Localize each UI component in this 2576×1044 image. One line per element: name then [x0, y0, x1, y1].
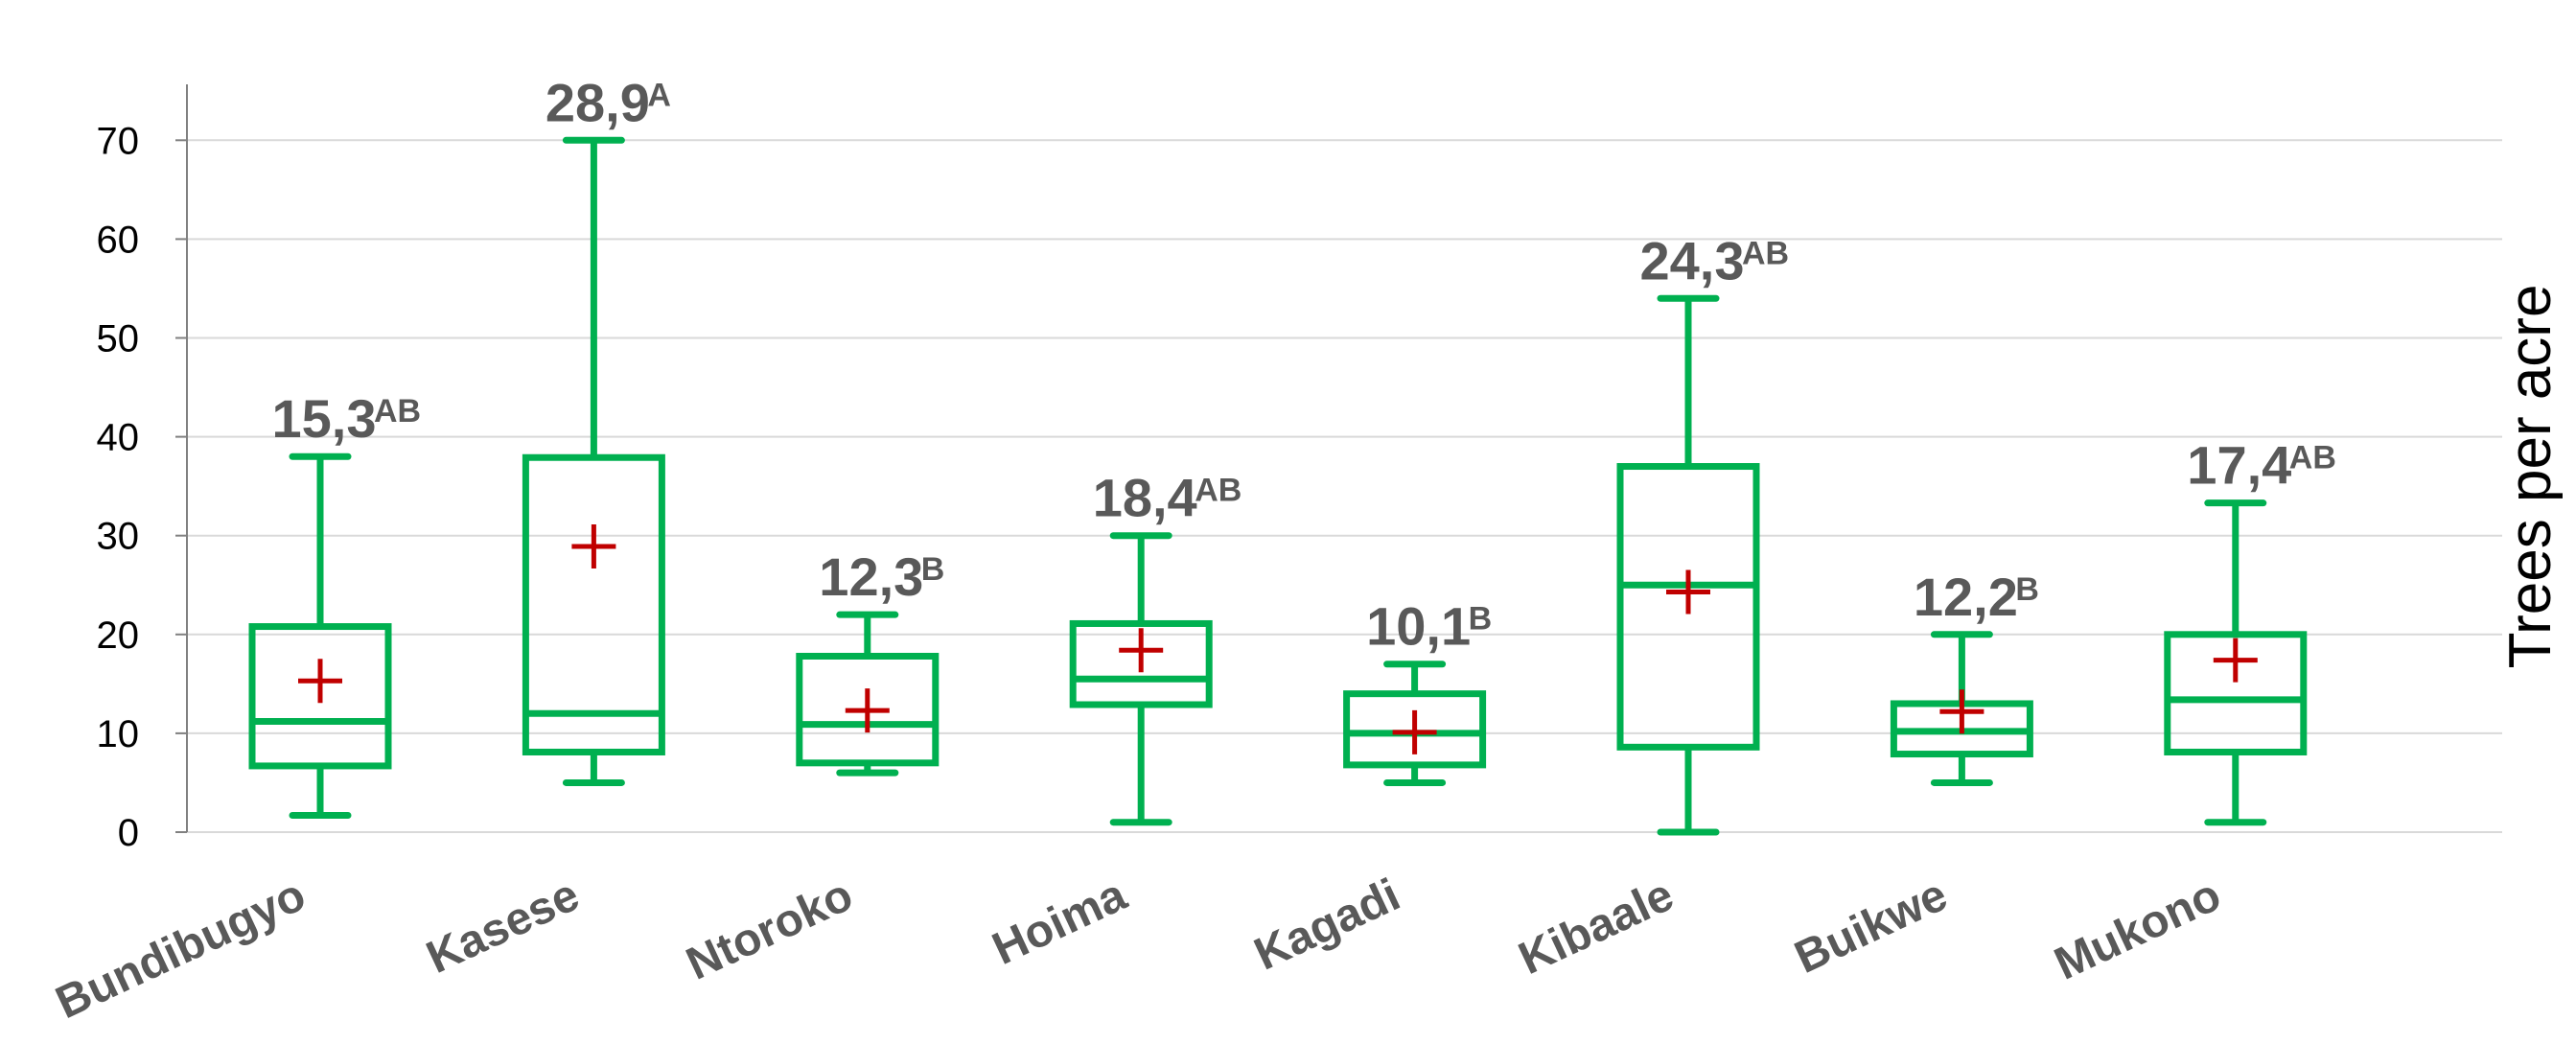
- y-axis-title: Trees per acre: [2497, 285, 2564, 669]
- box-ntoroko: [796, 611, 940, 777]
- y-tick-label: 70: [97, 120, 140, 162]
- mean-value-label: 28,9: [545, 72, 650, 132]
- mean-value-label: 12,2: [1914, 567, 2018, 627]
- box-mukono: [2164, 499, 2308, 826]
- y-tick-label: 60: [97, 219, 140, 261]
- iqr-box: [2164, 631, 2308, 755]
- iqr-box: [1616, 463, 1760, 751]
- y-tick-label: 20: [97, 615, 140, 657]
- box-bundibugyo: [248, 452, 392, 819]
- box-kasese: [522, 136, 665, 786]
- y-tick-label: 40: [97, 417, 140, 459]
- category-label: Ntoroko: [679, 870, 860, 990]
- iqr-box: [522, 453, 665, 755]
- mean-value-label: 24,3: [1640, 230, 1745, 290]
- y-axis: 0 10 20 30 40 50 60 70: [97, 84, 188, 854]
- group-letter-label: B: [921, 551, 945, 588]
- mean-value-label: 18,4: [1093, 468, 1197, 528]
- y-tick-label: 30: [97, 516, 140, 558]
- group-letter-label: AB: [1742, 235, 1789, 271]
- category-label: Kasese: [419, 870, 587, 984]
- group-letter-label: AB: [374, 393, 421, 429]
- group-letter-label: AB: [1195, 473, 1242, 509]
- category-label: Kibaale: [1511, 870, 1681, 985]
- mean-value-label: 12,3: [819, 546, 923, 607]
- box-kibaale: [1616, 294, 1760, 836]
- box-hoima: [1069, 532, 1213, 826]
- box-kagadi: [1343, 661, 1487, 786]
- group-letter-label: B: [1469, 601, 1493, 638]
- y-tick-label: 10: [97, 713, 140, 755]
- group-letter-label: A: [647, 77, 671, 113]
- group-letter-label: AB: [2289, 440, 2336, 476]
- mean-value-label: 15,3: [272, 388, 377, 449]
- category-label: Kagadi: [1247, 870, 1407, 981]
- box-buikwe: [1890, 631, 2033, 786]
- group-letter-label: B: [2015, 571, 2039, 608]
- category-label: Hoima: [985, 870, 1134, 975]
- y-tick-label: 0: [118, 812, 139, 854]
- iqr-box: [796, 652, 940, 767]
- mean-value-label: 17,4: [2187, 435, 2291, 496]
- iqr-box: [1069, 619, 1213, 708]
- iqr-box: [248, 623, 392, 770]
- labels: 15,3ABBundibugyo28,9AKasese12,3BNtoroko1…: [49, 72, 2336, 1029]
- iqr-box: [1343, 690, 1487, 769]
- boxes: [248, 136, 2308, 836]
- mean-value-label: 10,1: [1366, 596, 1471, 657]
- category-label: Mukono: [2047, 870, 2228, 990]
- category-label: Buikwe: [1787, 870, 1955, 984]
- gridlines: [187, 139, 2502, 833]
- category-label: Bundibugyo: [49, 870, 313, 1029]
- y-tick-label: 50: [97, 318, 140, 360]
